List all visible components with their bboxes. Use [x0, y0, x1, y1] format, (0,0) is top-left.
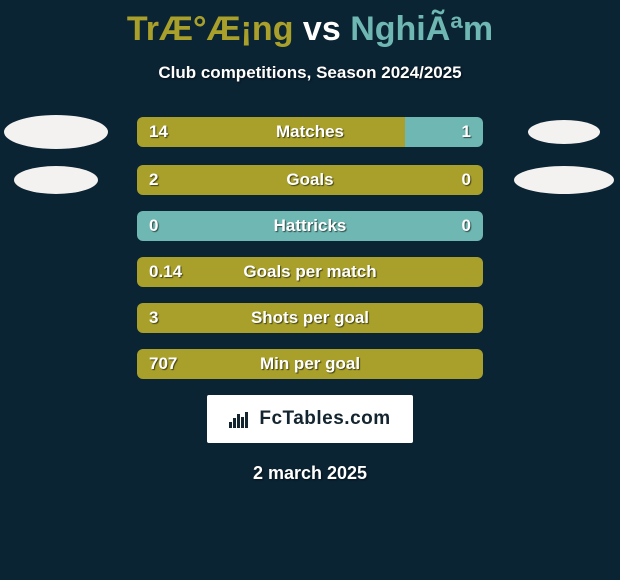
- stat-right-value: 1: [462, 122, 471, 142]
- stat-row: 0.14Goals per match: [0, 257, 620, 287]
- stat-bar: 14Matches1: [137, 117, 483, 147]
- stat-bar: 0Hattricks0: [137, 211, 483, 241]
- brand-badge: FcTables.com: [207, 395, 413, 443]
- stat-label: Goals per match: [137, 262, 483, 282]
- right-player-badge: [528, 120, 600, 144]
- stat-label: Shots per goal: [137, 308, 483, 328]
- subtitle: Club competitions, Season 2024/2025: [0, 63, 620, 83]
- stats-container: 14Matches12Goals00Hattricks00.14Goals pe…: [0, 115, 620, 379]
- stat-label: Min per goal: [137, 354, 483, 374]
- stat-right-value: 0: [462, 216, 471, 236]
- stat-label: Goals: [137, 170, 483, 190]
- left-player-badge: [14, 166, 98, 194]
- stat-row: 3Shots per goal: [0, 303, 620, 333]
- stat-row: 0Hattricks0: [0, 211, 620, 241]
- generation-date: 2 march 2025: [0, 463, 620, 484]
- title-vs: vs: [293, 10, 350, 48]
- stat-bar: 3Shots per goal: [137, 303, 483, 333]
- stat-bar: 2Goals0: [137, 165, 483, 195]
- right-player-badge: [514, 166, 614, 194]
- left-player-badge: [4, 115, 108, 149]
- stat-bar: 0.14Goals per match: [137, 257, 483, 287]
- stat-right-value: 0: [462, 170, 471, 190]
- title-left-player: TrÆ°Æ¡ng: [127, 10, 294, 48]
- comparison-title: TrÆ°Æ¡ng vs NghiÃªm: [0, 0, 620, 49]
- stat-row: 2Goals0: [0, 165, 620, 195]
- stat-label: Matches: [137, 122, 483, 142]
- title-right-player: NghiÃªm: [350, 10, 493, 48]
- brand-text: FcTables.com: [259, 408, 390, 430]
- stat-label: Hattricks: [137, 216, 483, 236]
- brand-chart-icon: [229, 410, 251, 428]
- stat-bar: 707Min per goal: [137, 349, 483, 379]
- stat-row: 14Matches1: [0, 115, 620, 149]
- stat-row: 707Min per goal: [0, 349, 620, 379]
